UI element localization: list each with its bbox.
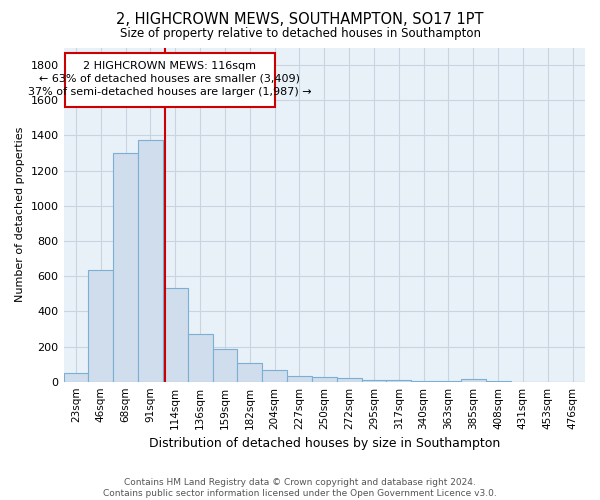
- Text: Size of property relative to detached houses in Southampton: Size of property relative to detached ho…: [119, 28, 481, 40]
- Text: ← 63% of detached houses are smaller (3,409): ← 63% of detached houses are smaller (3,…: [39, 74, 300, 84]
- Bar: [262, 370, 287, 382]
- Bar: [386, 380, 411, 382]
- Text: 37% of semi-detached houses are larger (1,987) →: 37% of semi-detached houses are larger (…: [28, 87, 311, 97]
- Text: 2 HIGHCROWN MEWS: 116sqm: 2 HIGHCROWN MEWS: 116sqm: [83, 60, 256, 70]
- Y-axis label: Number of detached properties: Number of detached properties: [15, 127, 25, 302]
- Bar: [362, 380, 386, 382]
- Bar: [64, 373, 88, 382]
- Bar: [436, 381, 461, 382]
- Text: Contains HM Land Registry data © Crown copyright and database right 2024.
Contai: Contains HM Land Registry data © Crown c…: [103, 478, 497, 498]
- Bar: [113, 153, 138, 382]
- Bar: [212, 349, 238, 382]
- Bar: [138, 140, 163, 382]
- Bar: [461, 379, 485, 382]
- Bar: [312, 378, 337, 382]
- FancyBboxPatch shape: [65, 53, 275, 108]
- Bar: [188, 334, 212, 382]
- Text: 2, HIGHCROWN MEWS, SOUTHAMPTON, SO17 1PT: 2, HIGHCROWN MEWS, SOUTHAMPTON, SO17 1PT: [116, 12, 484, 28]
- Bar: [163, 288, 188, 382]
- X-axis label: Distribution of detached houses by size in Southampton: Distribution of detached houses by size …: [149, 437, 500, 450]
- Bar: [238, 363, 262, 382]
- Bar: [287, 376, 312, 382]
- Bar: [411, 381, 436, 382]
- Bar: [337, 378, 362, 382]
- Bar: [88, 270, 113, 382]
